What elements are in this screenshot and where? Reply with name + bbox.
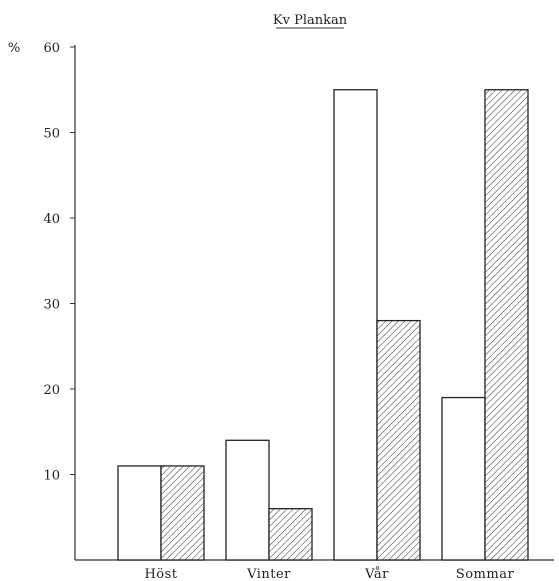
bars bbox=[117, 89, 529, 561]
x-tick-label: Höst bbox=[144, 567, 177, 581]
bar-series-1-höst bbox=[117, 465, 162, 561]
chart-title: Kv Plankan bbox=[273, 13, 348, 28]
bar-series-1-sommar bbox=[441, 396, 486, 561]
x-tick-label: Sommar bbox=[456, 567, 515, 581]
bar-series-2-vår bbox=[376, 319, 421, 561]
y-tick-label: 40 bbox=[43, 212, 60, 227]
y-tick-label: 50 bbox=[43, 127, 60, 142]
x-tick-label: Vinter bbox=[246, 567, 291, 581]
bar-series-2-höst bbox=[160, 465, 205, 561]
x-tick-label: Vår bbox=[364, 566, 389, 581]
labels: Höst Vinter Vår Sommar bbox=[144, 566, 515, 581]
y-tick-label: 60 bbox=[43, 41, 60, 56]
bar-series-1-vår bbox=[333, 89, 378, 561]
bar-series-2-sommar bbox=[484, 89, 529, 561]
y-tick-label: 10 bbox=[43, 469, 60, 484]
y-axis-label: % bbox=[8, 41, 20, 56]
y-tick-label: 20 bbox=[43, 383, 60, 398]
bar-series-2-vinter bbox=[268, 508, 313, 561]
bar-series-1-vinter bbox=[225, 439, 270, 561]
y-tick-label: 30 bbox=[43, 298, 60, 313]
